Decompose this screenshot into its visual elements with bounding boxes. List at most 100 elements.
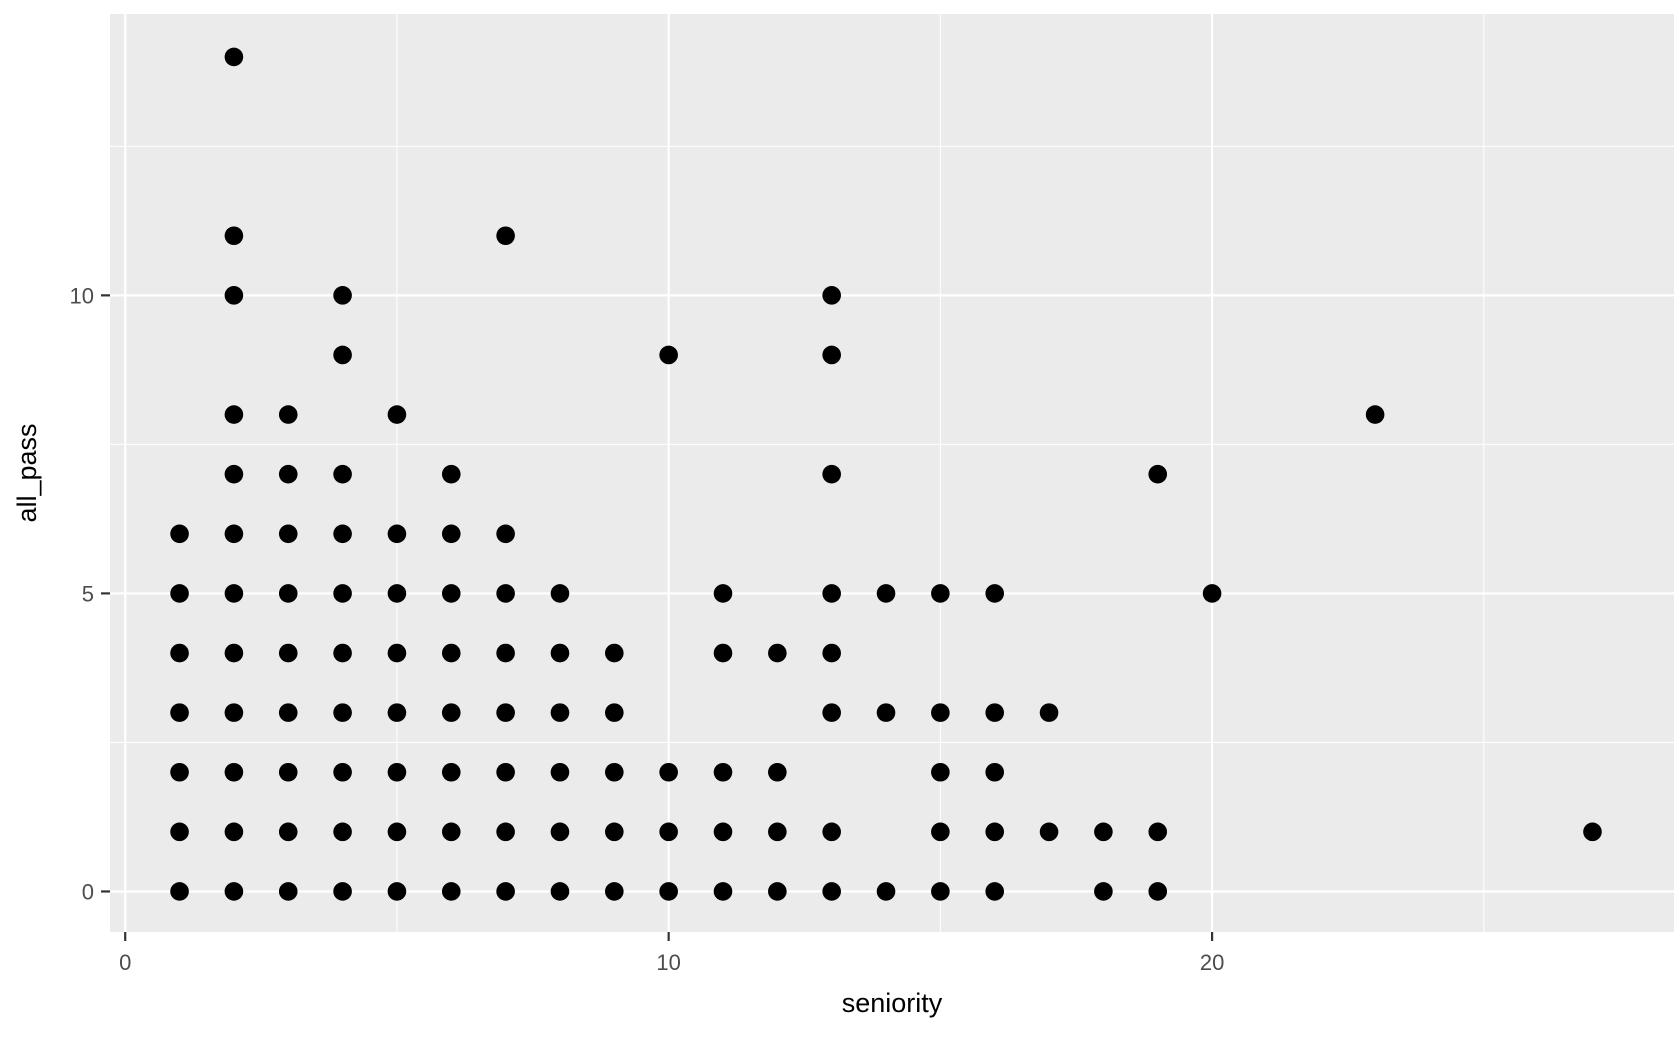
- data-point: [170, 762, 189, 782]
- data-point: [768, 882, 787, 901]
- data-point: [822, 703, 841, 722]
- y-tick-label: 0: [82, 879, 94, 904]
- data-point: [931, 882, 950, 901]
- data-point: [985, 703, 1005, 722]
- data-point: [278, 703, 298, 722]
- data-point: [224, 286, 244, 305]
- data-point: [496, 703, 515, 722]
- y-axis-title: all_pass: [12, 423, 42, 522]
- y-tick-label: 5: [82, 581, 94, 606]
- data-point: [333, 464, 352, 484]
- data-point: [931, 762, 950, 782]
- data-point: [387, 584, 407, 603]
- data-point: [931, 703, 950, 722]
- data-point: [713, 643, 733, 663]
- data-point: [333, 822, 352, 842]
- data-point: [931, 822, 950, 842]
- data-point: [713, 882, 733, 901]
- data-point: [387, 762, 407, 782]
- data-point: [550, 762, 570, 782]
- data-point: [387, 882, 407, 901]
- data-point: [713, 822, 733, 842]
- data-point: [985, 882, 1005, 901]
- data-point: [170, 524, 189, 544]
- data-point: [496, 822, 515, 842]
- data-point: [605, 703, 624, 722]
- data-point: [387, 405, 407, 424]
- data-point: [278, 524, 298, 544]
- data-point: [278, 822, 298, 842]
- data-point: [278, 643, 298, 663]
- y-tick-label: 10: [70, 283, 94, 308]
- plot-panel: [110, 14, 1674, 932]
- data-point: [876, 703, 896, 722]
- data-point: [605, 822, 624, 842]
- data-point: [822, 464, 841, 484]
- data-point: [822, 643, 841, 663]
- x-axis-title: seniority: [842, 988, 943, 1018]
- data-point: [441, 703, 461, 722]
- data-point: [441, 584, 461, 603]
- data-point: [278, 464, 298, 484]
- data-point: [768, 643, 787, 663]
- data-point: [605, 882, 624, 901]
- data-point: [224, 464, 244, 484]
- data-point: [333, 882, 352, 901]
- data-point: [985, 762, 1005, 782]
- data-point: [822, 822, 841, 842]
- data-point: [496, 643, 515, 663]
- data-point: [441, 643, 461, 663]
- data-point: [333, 524, 352, 544]
- data-point: [496, 226, 515, 246]
- data-point: [659, 882, 678, 901]
- data-point: [441, 762, 461, 782]
- data-point: [1094, 882, 1113, 901]
- data-point: [224, 226, 244, 246]
- data-point: [713, 762, 733, 782]
- data-point: [931, 584, 950, 603]
- data-point: [496, 584, 515, 603]
- data-point: [224, 762, 244, 782]
- data-point: [170, 643, 189, 663]
- data-point: [822, 584, 841, 603]
- data-point: [387, 643, 407, 663]
- data-point: [278, 405, 298, 424]
- data-point: [170, 703, 189, 722]
- data-point: [224, 882, 244, 901]
- data-point: [822, 882, 841, 901]
- data-point: [278, 584, 298, 603]
- data-point: [822, 345, 841, 365]
- data-point: [605, 643, 624, 663]
- data-point: [768, 762, 787, 782]
- data-point: [278, 882, 298, 901]
- data-point: [550, 703, 570, 722]
- data-point: [1039, 822, 1059, 842]
- data-point: [550, 882, 570, 901]
- data-point: [605, 762, 624, 782]
- data-point: [278, 762, 298, 782]
- data-point: [387, 822, 407, 842]
- data-point: [224, 405, 244, 424]
- data-point: [387, 703, 407, 722]
- data-point: [1094, 822, 1113, 842]
- data-point: [333, 762, 352, 782]
- data-point: [333, 643, 352, 663]
- data-point: [985, 584, 1005, 603]
- data-point: [1202, 584, 1222, 603]
- data-point: [550, 584, 570, 603]
- x-tick-label: 0: [119, 950, 131, 975]
- data-point: [224, 643, 244, 663]
- data-point: [768, 822, 787, 842]
- data-point: [441, 524, 461, 544]
- data-point: [1365, 405, 1385, 424]
- data-point: [822, 286, 841, 305]
- data-point: [333, 286, 352, 305]
- data-point: [1148, 882, 1168, 901]
- data-point: [224, 584, 244, 603]
- x-tick-label: 10: [656, 950, 680, 975]
- data-point: [170, 882, 189, 901]
- x-tick-label: 20: [1200, 950, 1224, 975]
- data-point: [876, 882, 896, 901]
